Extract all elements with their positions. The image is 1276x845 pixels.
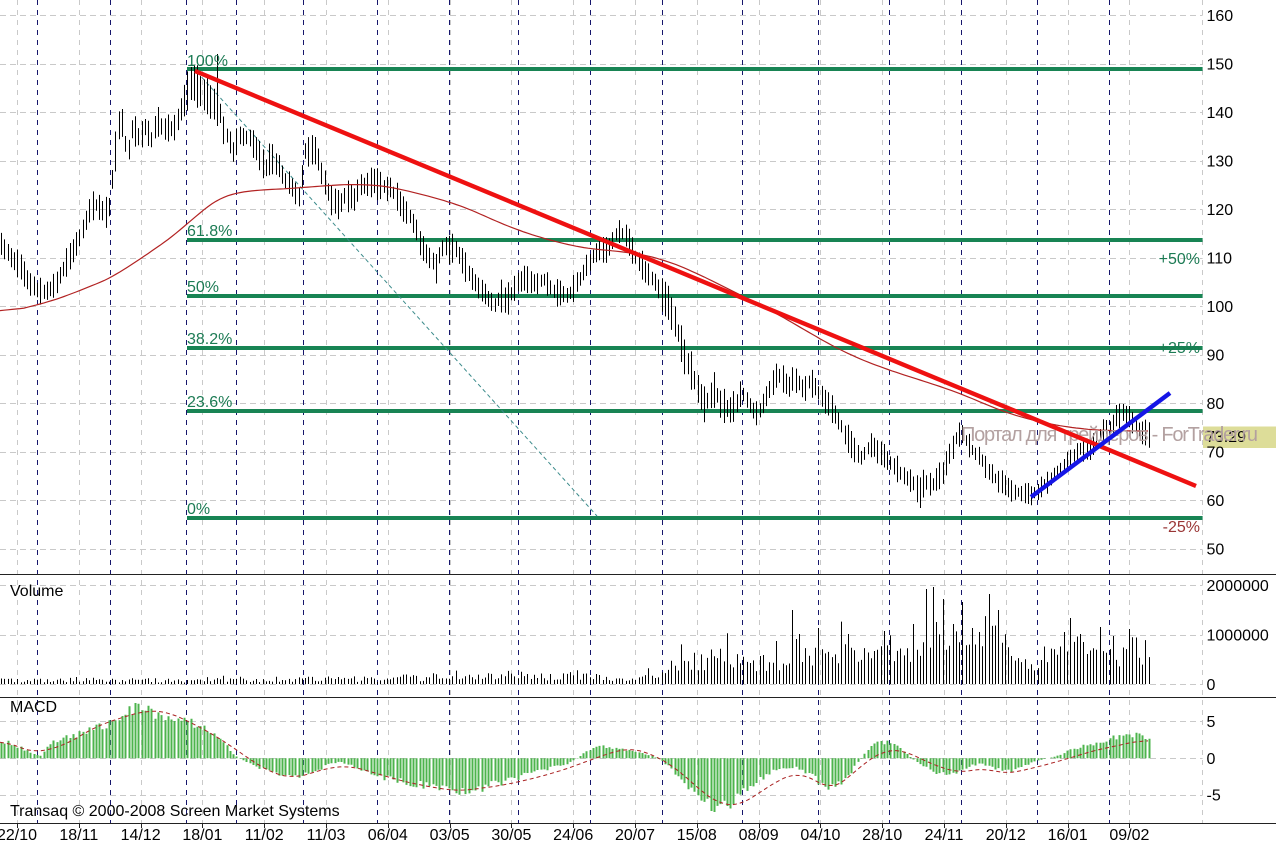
svg-text:24/06: 24/06 (553, 827, 593, 844)
svg-text:2000000: 2000000 (1207, 578, 1269, 595)
svg-text:-25%: -25% (1163, 519, 1200, 536)
svg-text:100: 100 (1207, 299, 1234, 316)
svg-text:06/04: 06/04 (368, 827, 408, 844)
svg-text:80: 80 (1207, 396, 1225, 413)
svg-text:28/10: 28/10 (862, 827, 902, 844)
svg-text:5: 5 (1207, 714, 1216, 731)
svg-text:0: 0 (1207, 751, 1216, 768)
svg-text:110: 110 (1207, 251, 1233, 268)
svg-text:50: 50 (1207, 542, 1225, 559)
svg-text:70: 70 (1207, 445, 1225, 462)
svg-text:18/01: 18/01 (182, 827, 222, 844)
svg-text:160: 160 (1207, 8, 1234, 25)
svg-text:+50%: +50% (1159, 251, 1200, 268)
svg-text:60: 60 (1207, 493, 1225, 510)
svg-text:Volume: Volume (10, 583, 63, 600)
svg-text:16/01: 16/01 (1048, 827, 1088, 844)
svg-text:MACD: MACD (10, 699, 57, 716)
svg-text:03/05: 03/05 (430, 827, 470, 844)
svg-text:73.29: 73.29 (1206, 429, 1246, 446)
svg-text:20/07: 20/07 (615, 827, 655, 844)
svg-text:14/12: 14/12 (121, 827, 161, 844)
svg-text:08/09: 08/09 (739, 827, 779, 844)
svg-text:0%: 0% (187, 501, 210, 518)
svg-text:24/11: 24/11 (925, 827, 964, 844)
svg-text:120: 120 (1207, 202, 1234, 219)
svg-text:09/02: 09/02 (1109, 827, 1149, 844)
svg-text:18/11: 18/11 (59, 827, 98, 844)
svg-text:38.2%: 38.2% (187, 331, 232, 348)
svg-text:100%: 100% (187, 53, 228, 70)
svg-text:20/12: 20/12 (986, 827, 1026, 844)
svg-text:Transaq © 2000-2008 Screen Mar: Transaq © 2000-2008 Screen Market System… (10, 803, 340, 820)
svg-text:23.6%: 23.6% (187, 394, 232, 411)
svg-text:30/05: 30/05 (491, 827, 531, 844)
svg-text:15/08: 15/08 (677, 827, 717, 844)
svg-text:140: 140 (1207, 105, 1234, 122)
svg-text:22/10: 22/10 (0, 827, 37, 844)
svg-text:Портал для трейдеров - ForTrad: Портал для трейдеров - ForTrader.ru (961, 424, 1258, 446)
svg-text:-5: -5 (1207, 788, 1221, 805)
svg-text:04/10: 04/10 (800, 827, 840, 844)
svg-text:150: 150 (1207, 57, 1234, 74)
svg-text:90: 90 (1207, 348, 1225, 365)
svg-text:50%: 50% (187, 279, 219, 296)
svg-text:11/03: 11/03 (307, 827, 346, 844)
svg-text:0: 0 (1207, 677, 1216, 694)
svg-text:1000000: 1000000 (1207, 628, 1269, 645)
svg-text:+25%: +25% (1159, 340, 1200, 357)
svg-text:61.8%: 61.8% (187, 223, 232, 240)
svg-text:130: 130 (1207, 154, 1234, 171)
svg-text:11/02: 11/02 (245, 827, 284, 844)
